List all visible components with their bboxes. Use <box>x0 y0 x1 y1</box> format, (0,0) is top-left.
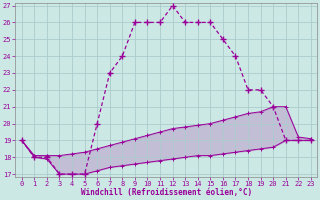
X-axis label: Windchill (Refroidissement éolien,°C): Windchill (Refroidissement éolien,°C) <box>81 188 252 197</box>
